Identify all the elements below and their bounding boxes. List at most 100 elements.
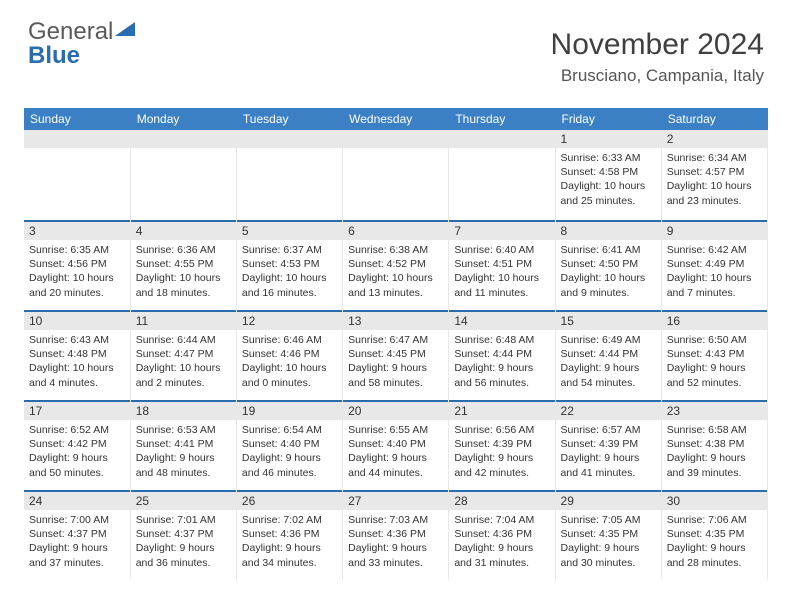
day-content: Sunrise: 6:49 AMSunset: 4:44 PMDaylight:…: [556, 330, 661, 396]
calendar-day-cell: 24Sunrise: 7:00 AMSunset: 4:37 PMDayligh…: [24, 490, 130, 580]
sunrise-text: Sunrise: 7:04 AM: [454, 513, 549, 527]
day-content: Sunrise: 7:03 AMSunset: 4:36 PMDaylight:…: [343, 510, 448, 576]
sunrise-text: Sunrise: 6:33 AM: [561, 151, 656, 165]
calendar-day-cell: 8Sunrise: 6:41 AMSunset: 4:50 PMDaylight…: [555, 220, 661, 310]
day-number: 11: [131, 310, 236, 330]
sunset-text: Sunset: 4:39 PM: [454, 437, 549, 451]
day-content: Sunrise: 6:38 AMSunset: 4:52 PMDaylight:…: [343, 240, 448, 306]
weekday-header-row: Sunday Monday Tuesday Wednesday Thursday…: [24, 108, 768, 130]
sunrise-text: Sunrise: 6:47 AM: [348, 333, 443, 347]
day-content: Sunrise: 6:41 AMSunset: 4:50 PMDaylight:…: [556, 240, 661, 306]
day-number: 28: [449, 490, 554, 510]
day-content: Sunrise: 6:35 AMSunset: 4:56 PMDaylight:…: [24, 240, 130, 306]
weekday-header: Wednesday: [343, 108, 449, 130]
sunrise-text: Sunrise: 6:37 AM: [242, 243, 337, 257]
sunset-text: Sunset: 4:40 PM: [348, 437, 443, 451]
sunset-text: Sunset: 4:56 PM: [29, 257, 125, 271]
calendar-day-cell: [343, 130, 449, 220]
daylight-text: Daylight: 10 hours and 2 minutes.: [136, 361, 231, 389]
day-number: 3: [24, 220, 130, 240]
sunrise-text: Sunrise: 6:48 AM: [454, 333, 549, 347]
daylight-text: Daylight: 9 hours and 30 minutes.: [561, 541, 656, 569]
day-content: Sunrise: 6:40 AMSunset: 4:51 PMDaylight:…: [449, 240, 554, 306]
daylight-text: Daylight: 10 hours and 18 minutes.: [136, 271, 231, 299]
calendar-day-cell: [236, 130, 342, 220]
calendar-day-cell: 2Sunrise: 6:34 AMSunset: 4:57 PMDaylight…: [661, 130, 767, 220]
day-content: Sunrise: 6:56 AMSunset: 4:39 PMDaylight:…: [449, 420, 554, 486]
day-content: Sunrise: 6:53 AMSunset: 4:41 PMDaylight:…: [131, 420, 236, 486]
day-number: 19: [237, 400, 342, 420]
sunrise-text: Sunrise: 6:54 AM: [242, 423, 337, 437]
day-content: Sunrise: 6:36 AMSunset: 4:55 PMDaylight:…: [131, 240, 236, 306]
calendar-day-cell: 29Sunrise: 7:05 AMSunset: 4:35 PMDayligh…: [555, 490, 661, 580]
daylight-text: Daylight: 9 hours and 33 minutes.: [348, 541, 443, 569]
day-content: Sunrise: 7:06 AMSunset: 4:35 PMDaylight:…: [662, 510, 767, 576]
daylight-text: Daylight: 9 hours and 34 minutes.: [242, 541, 337, 569]
day-number-empty: [449, 130, 554, 148]
day-content: Sunrise: 7:04 AMSunset: 4:36 PMDaylight:…: [449, 510, 554, 576]
day-number: 16: [662, 310, 767, 330]
sunset-text: Sunset: 4:43 PM: [667, 347, 762, 361]
day-number: 15: [556, 310, 661, 330]
daylight-text: Daylight: 10 hours and 0 minutes.: [242, 361, 337, 389]
sunrise-text: Sunrise: 6:49 AM: [561, 333, 656, 347]
day-content: Sunrise: 6:46 AMSunset: 4:46 PMDaylight:…: [237, 330, 342, 396]
day-number: 23: [662, 400, 767, 420]
day-content: Sunrise: 6:50 AMSunset: 4:43 PMDaylight:…: [662, 330, 767, 396]
calendar-day-cell: 23Sunrise: 6:58 AMSunset: 4:38 PMDayligh…: [661, 400, 767, 490]
daylight-text: Daylight: 10 hours and 16 minutes.: [242, 271, 337, 299]
sunset-text: Sunset: 4:48 PM: [29, 347, 125, 361]
day-number: 18: [131, 400, 236, 420]
day-content: Sunrise: 6:42 AMSunset: 4:49 PMDaylight:…: [662, 240, 767, 306]
calendar-day-cell: 27Sunrise: 7:03 AMSunset: 4:36 PMDayligh…: [343, 490, 449, 580]
day-content: Sunrise: 6:34 AMSunset: 4:57 PMDaylight:…: [662, 148, 767, 214]
day-number: 26: [237, 490, 342, 510]
sunset-text: Sunset: 4:39 PM: [561, 437, 656, 451]
weekday-header: Sunday: [24, 108, 130, 130]
sunset-text: Sunset: 4:42 PM: [29, 437, 125, 451]
daylight-text: Daylight: 9 hours and 46 minutes.: [242, 451, 337, 479]
day-number-empty: [343, 130, 448, 148]
calendar-table: Sunday Monday Tuesday Wednesday Thursday…: [24, 108, 768, 580]
calendar-day-cell: 19Sunrise: 6:54 AMSunset: 4:40 PMDayligh…: [236, 400, 342, 490]
weekday-header: Monday: [130, 108, 236, 130]
sunrise-text: Sunrise: 6:34 AM: [667, 151, 762, 165]
weekday-header: Tuesday: [236, 108, 342, 130]
day-number: 1: [556, 130, 661, 148]
day-number: 24: [24, 490, 130, 510]
calendar-day-cell: 10Sunrise: 6:43 AMSunset: 4:48 PMDayligh…: [24, 310, 130, 400]
sunrise-text: Sunrise: 6:38 AM: [348, 243, 443, 257]
day-content: Sunrise: 6:58 AMSunset: 4:38 PMDaylight:…: [662, 420, 767, 486]
daylight-text: Daylight: 10 hours and 11 minutes.: [454, 271, 549, 299]
day-number: 4: [131, 220, 236, 240]
calendar-day-cell: 6Sunrise: 6:38 AMSunset: 4:52 PMDaylight…: [343, 220, 449, 310]
calendar-day-cell: 12Sunrise: 6:46 AMSunset: 4:46 PMDayligh…: [236, 310, 342, 400]
calendar-day-cell: 28Sunrise: 7:04 AMSunset: 4:36 PMDayligh…: [449, 490, 555, 580]
daylight-text: Daylight: 9 hours and 56 minutes.: [454, 361, 549, 389]
sunset-text: Sunset: 4:35 PM: [667, 527, 762, 541]
calendar-day-cell: 14Sunrise: 6:48 AMSunset: 4:44 PMDayligh…: [449, 310, 555, 400]
calendar-day-cell: 15Sunrise: 6:49 AMSunset: 4:44 PMDayligh…: [555, 310, 661, 400]
weekday-header: Saturday: [661, 108, 767, 130]
day-number: 8: [556, 220, 661, 240]
sunrise-text: Sunrise: 6:36 AM: [136, 243, 231, 257]
calendar-day-cell: 16Sunrise: 6:50 AMSunset: 4:43 PMDayligh…: [661, 310, 767, 400]
sunrise-text: Sunrise: 6:44 AM: [136, 333, 231, 347]
sunset-text: Sunset: 4:55 PM: [136, 257, 231, 271]
calendar-day-cell: [449, 130, 555, 220]
weekday-header: Thursday: [449, 108, 555, 130]
sunset-text: Sunset: 4:49 PM: [667, 257, 762, 271]
calendar-day-cell: 11Sunrise: 6:44 AMSunset: 4:47 PMDayligh…: [130, 310, 236, 400]
calendar-week-row: 3Sunrise: 6:35 AMSunset: 4:56 PMDaylight…: [24, 220, 768, 310]
calendar-day-cell: 3Sunrise: 6:35 AMSunset: 4:56 PMDaylight…: [24, 220, 130, 310]
calendar-day-cell: 9Sunrise: 6:42 AMSunset: 4:49 PMDaylight…: [661, 220, 767, 310]
day-content: Sunrise: 6:57 AMSunset: 4:39 PMDaylight:…: [556, 420, 661, 486]
sunrise-text: Sunrise: 6:53 AM: [136, 423, 231, 437]
sail-icon: [115, 20, 137, 43]
calendar-day-cell: 22Sunrise: 6:57 AMSunset: 4:39 PMDayligh…: [555, 400, 661, 490]
weekday-header: Friday: [555, 108, 661, 130]
sunset-text: Sunset: 4:36 PM: [454, 527, 549, 541]
day-content: Sunrise: 6:33 AMSunset: 4:58 PMDaylight:…: [556, 148, 661, 214]
calendar-day-cell: 13Sunrise: 6:47 AMSunset: 4:45 PMDayligh…: [343, 310, 449, 400]
sunset-text: Sunset: 4:41 PM: [136, 437, 231, 451]
